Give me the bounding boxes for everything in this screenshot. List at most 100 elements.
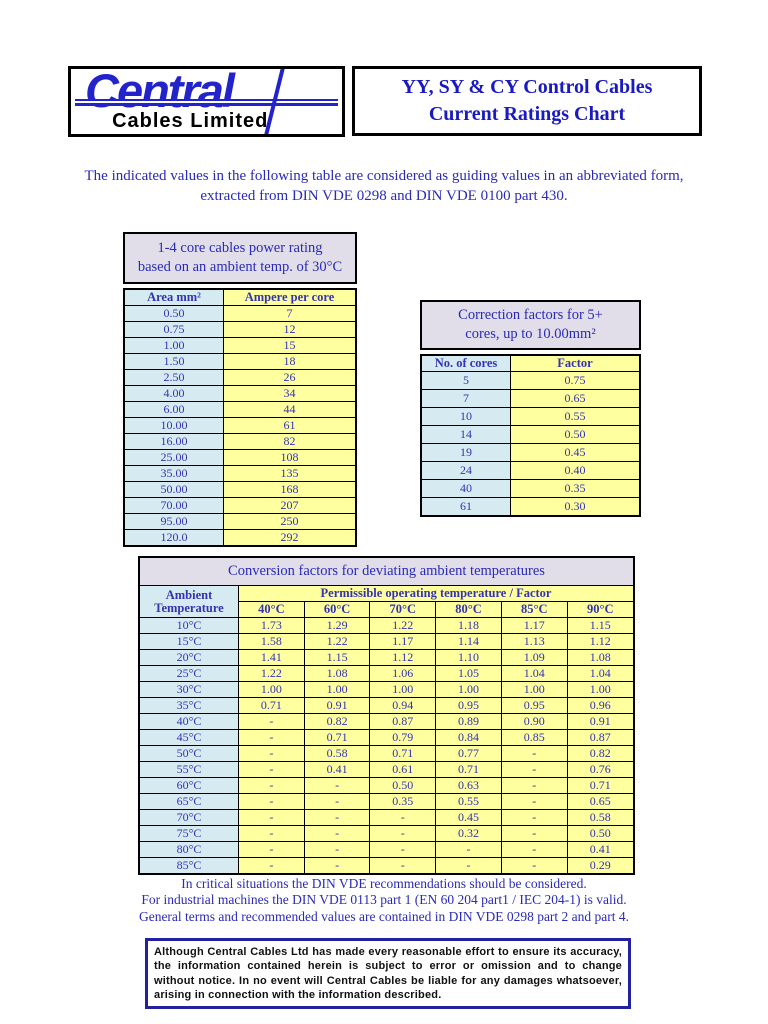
table-cell: 75°C bbox=[138, 825, 239, 842]
table-cell: 0.35 bbox=[510, 479, 641, 498]
table-row: 1.50 18 bbox=[123, 353, 357, 370]
table-cell: 0.91 bbox=[566, 713, 635, 730]
table-row: 35°C 0.71 0.91 0.94 0.95 0.95 0.96 bbox=[138, 697, 635, 714]
table-row: 24 0.40 bbox=[420, 461, 641, 480]
table-cell: 168 bbox=[223, 481, 357, 498]
table-cell: 1.04 bbox=[500, 665, 568, 682]
table-cell: 292 bbox=[223, 529, 357, 547]
table-cell: 0.89 bbox=[435, 713, 502, 730]
table-cell: 7 bbox=[223, 305, 357, 322]
table-cell: 0.94 bbox=[369, 697, 437, 714]
table-cell: 0.71 bbox=[303, 729, 371, 746]
table-cell: 65°C bbox=[138, 793, 239, 810]
table-cell: 0.30 bbox=[510, 497, 641, 517]
table-cell: 0.50 bbox=[123, 305, 224, 322]
table-cell: 10.00 bbox=[123, 417, 224, 434]
table-row: 60°C - -0.50 0.63-0.71 bbox=[138, 777, 635, 794]
table-cell: 0.77 bbox=[435, 745, 502, 762]
table-cell: 1.09 bbox=[500, 649, 568, 666]
table-cell: 61 bbox=[223, 417, 357, 434]
table-cell: - bbox=[369, 825, 437, 842]
table-row: 10.00 61 bbox=[123, 417, 357, 434]
table-cell: 40 bbox=[420, 479, 511, 498]
logo-subtitle: Cables Limited bbox=[112, 110, 269, 132]
table-cell: 0.35 bbox=[369, 793, 437, 810]
table-cell: 1.50 bbox=[123, 353, 224, 370]
table-cell: - bbox=[238, 793, 305, 810]
disclaimer-box: Although Central Cables Ltd has made eve… bbox=[145, 938, 631, 1010]
table-cell: 6.00 bbox=[123, 401, 224, 418]
table-cell: 1.22 bbox=[369, 617, 437, 634]
table-cell: 1.73 bbox=[238, 617, 305, 634]
table-cell: 0.71 bbox=[238, 697, 305, 714]
column-header-40c: 40°C bbox=[238, 601, 305, 618]
conversion-factors-grid: Conversion factors for deviating ambient… bbox=[138, 556, 635, 875]
table-cell: - bbox=[303, 841, 371, 858]
table-cell: 1.08 bbox=[303, 665, 371, 682]
table-cell: 0.61 bbox=[369, 761, 437, 778]
table-row: 19 0.45 bbox=[420, 443, 641, 462]
table-header-row: Ambient Temperature Permissible operatin… bbox=[138, 585, 635, 618]
table-cell: 0.58 bbox=[303, 745, 371, 762]
table-cell: 0.71 bbox=[566, 777, 635, 794]
table-row: 61 0.30 bbox=[420, 497, 641, 517]
conversion-factors-table: Conversion factors for deviating ambient… bbox=[138, 556, 635, 875]
table-cell: 0.91 bbox=[303, 697, 371, 714]
table-cell: 1.00 bbox=[435, 681, 502, 698]
table-cell: 0.58 bbox=[566, 809, 635, 826]
document-title-box: YY, SY & CY Control Cables Current Ratin… bbox=[352, 66, 702, 136]
table-cell: 18 bbox=[223, 353, 357, 370]
table-cell: 60°C bbox=[138, 777, 239, 794]
table-cell: - bbox=[303, 809, 371, 826]
table-row: 10°C 1.73 1.29 1.22 1.18 1.17 1.15 bbox=[138, 617, 635, 634]
column-header-70c: 70°C bbox=[369, 601, 437, 618]
table-cell: - bbox=[500, 809, 568, 826]
table-cell: 1.12 bbox=[369, 649, 437, 666]
table-cell: 1.00 bbox=[500, 681, 568, 698]
table-cell: 0.41 bbox=[303, 761, 371, 778]
table-cell: 10 bbox=[420, 407, 511, 426]
column-header-90c: 90°C bbox=[566, 601, 635, 618]
table-cell: 1.41 bbox=[238, 649, 305, 666]
table-row: 7 0.65 bbox=[420, 389, 641, 408]
table-row: 30°C 1.00 1.00 1.00 1.00 1.00 1.00 bbox=[138, 681, 635, 698]
table-cell: 1.22 bbox=[303, 633, 371, 650]
table-row: 70.00 207 bbox=[123, 497, 357, 514]
table-cell: - bbox=[238, 777, 305, 794]
table-cell: - bbox=[435, 857, 502, 875]
table-cell: 55°C bbox=[138, 761, 239, 778]
table-cell: 0.55 bbox=[510, 407, 641, 426]
column-header-60c: 60°C bbox=[303, 601, 371, 618]
table-cell: 0.65 bbox=[510, 389, 641, 408]
table-cell: 25°C bbox=[138, 665, 239, 682]
table-cell: 0.40 bbox=[510, 461, 641, 480]
table-cell: 10°C bbox=[138, 617, 239, 634]
table-row: 20°C 1.41 1.15 1.12 1.10 1.09 1.08 bbox=[138, 649, 635, 666]
table-cell: 0.82 bbox=[566, 745, 635, 762]
table-cell: 0.75 bbox=[123, 321, 224, 338]
table-cell: 0.50 bbox=[369, 777, 437, 794]
table-cell: 45°C bbox=[138, 729, 239, 746]
table-cell: 2.50 bbox=[123, 369, 224, 386]
table-cell: 0.95 bbox=[435, 697, 502, 714]
table-cell: 0.55 bbox=[435, 793, 502, 810]
table-cell: 24 bbox=[420, 461, 511, 480]
table-cell: - bbox=[500, 761, 568, 778]
table-cell: 1.12 bbox=[566, 633, 635, 650]
table-cell: 26 bbox=[223, 369, 357, 386]
power-rating-grid: Area mm² Ampere per core 0.50 7 0.75 12 1.00… bbox=[123, 288, 357, 547]
table-title-row: Conversion factors for deviating ambient… bbox=[138, 556, 635, 586]
table-cell: 0.96 bbox=[566, 697, 635, 714]
table-cell: - bbox=[303, 777, 371, 794]
table-cell: 0.82 bbox=[303, 713, 371, 730]
correction-factors-table: Correction factors for 5+ cores, up to 1… bbox=[420, 300, 641, 517]
table-cell: - bbox=[238, 809, 305, 826]
table-cell: 1.04 bbox=[566, 665, 635, 682]
table-row: 40 0.35 bbox=[420, 479, 641, 498]
table-cell: 12 bbox=[223, 321, 357, 338]
table-cell: 0.79 bbox=[369, 729, 437, 746]
power-rating-table-title: 1-4 core cables power rating based on an… bbox=[123, 232, 357, 284]
table-cell: 1.29 bbox=[303, 617, 371, 634]
table-cell: 82 bbox=[223, 433, 357, 450]
table-row: 120.0 292 bbox=[123, 529, 357, 547]
